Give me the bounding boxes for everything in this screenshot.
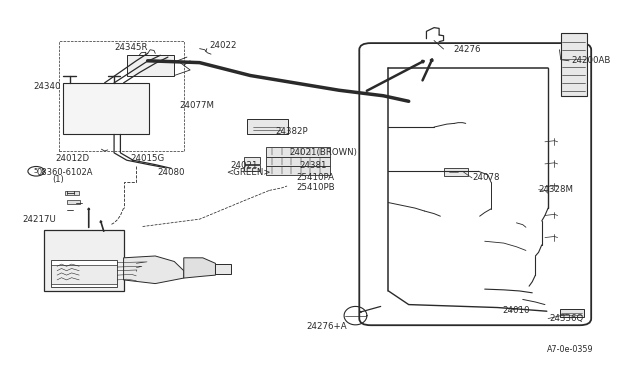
FancyBboxPatch shape [44, 230, 124, 291]
Text: 24010: 24010 [502, 306, 530, 315]
Text: 24077M: 24077M [179, 101, 214, 110]
Text: 5: 5 [34, 168, 38, 174]
Text: 24080: 24080 [157, 168, 185, 177]
FancyBboxPatch shape [559, 310, 584, 317]
FancyBboxPatch shape [244, 157, 260, 164]
Text: 24217U: 24217U [22, 215, 56, 224]
FancyBboxPatch shape [266, 166, 330, 175]
FancyBboxPatch shape [266, 157, 330, 166]
FancyBboxPatch shape [51, 265, 117, 283]
Text: 24021: 24021 [230, 161, 257, 170]
Polygon shape [184, 258, 216, 278]
Text: 24012D: 24012D [55, 154, 90, 163]
FancyBboxPatch shape [359, 43, 591, 325]
Text: 24340: 24340 [34, 82, 61, 91]
FancyBboxPatch shape [51, 260, 117, 287]
FancyBboxPatch shape [244, 165, 260, 171]
Text: 24078: 24078 [472, 173, 500, 182]
FancyBboxPatch shape [444, 167, 468, 176]
FancyBboxPatch shape [247, 119, 288, 134]
Text: 24382P: 24382P [276, 127, 308, 136]
Text: 08360-6102A: 08360-6102A [36, 168, 93, 177]
FancyBboxPatch shape [63, 83, 149, 134]
Text: 25410PA: 25410PA [296, 173, 334, 182]
FancyBboxPatch shape [561, 33, 588, 96]
Text: 24345R: 24345R [114, 44, 148, 52]
Text: 24276: 24276 [453, 45, 481, 54]
FancyBboxPatch shape [266, 147, 330, 157]
FancyBboxPatch shape [216, 264, 231, 275]
Text: 24022: 24022 [209, 41, 237, 50]
Text: A7-0e-0359: A7-0e-0359 [547, 345, 593, 355]
Text: 24276+A: 24276+A [306, 322, 347, 331]
Text: 24021(BROWN): 24021(BROWN) [289, 148, 358, 157]
FancyBboxPatch shape [127, 55, 174, 76]
FancyBboxPatch shape [67, 200, 81, 204]
FancyBboxPatch shape [65, 191, 79, 195]
Text: 24015G: 24015G [130, 154, 164, 163]
Text: 24336Q: 24336Q [549, 314, 584, 323]
Text: 25410PB: 25410PB [296, 183, 335, 192]
Text: <GREEN>: <GREEN> [226, 168, 271, 177]
Text: 24381: 24381 [300, 161, 327, 170]
Text: 24328M: 24328M [539, 185, 573, 194]
Polygon shape [124, 256, 184, 283]
Text: (1): (1) [52, 175, 65, 184]
Text: 24200AB: 24200AB [571, 56, 611, 65]
